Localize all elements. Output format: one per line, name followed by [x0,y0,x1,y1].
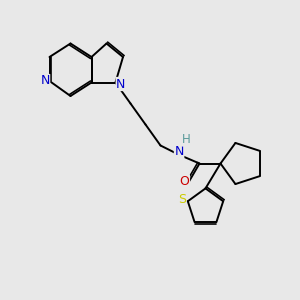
Text: H: H [182,133,191,146]
Text: O: O [180,175,189,188]
Text: N: N [40,74,50,88]
Text: N: N [116,77,126,91]
Text: N: N [174,145,184,158]
Text: S: S [178,193,186,206]
